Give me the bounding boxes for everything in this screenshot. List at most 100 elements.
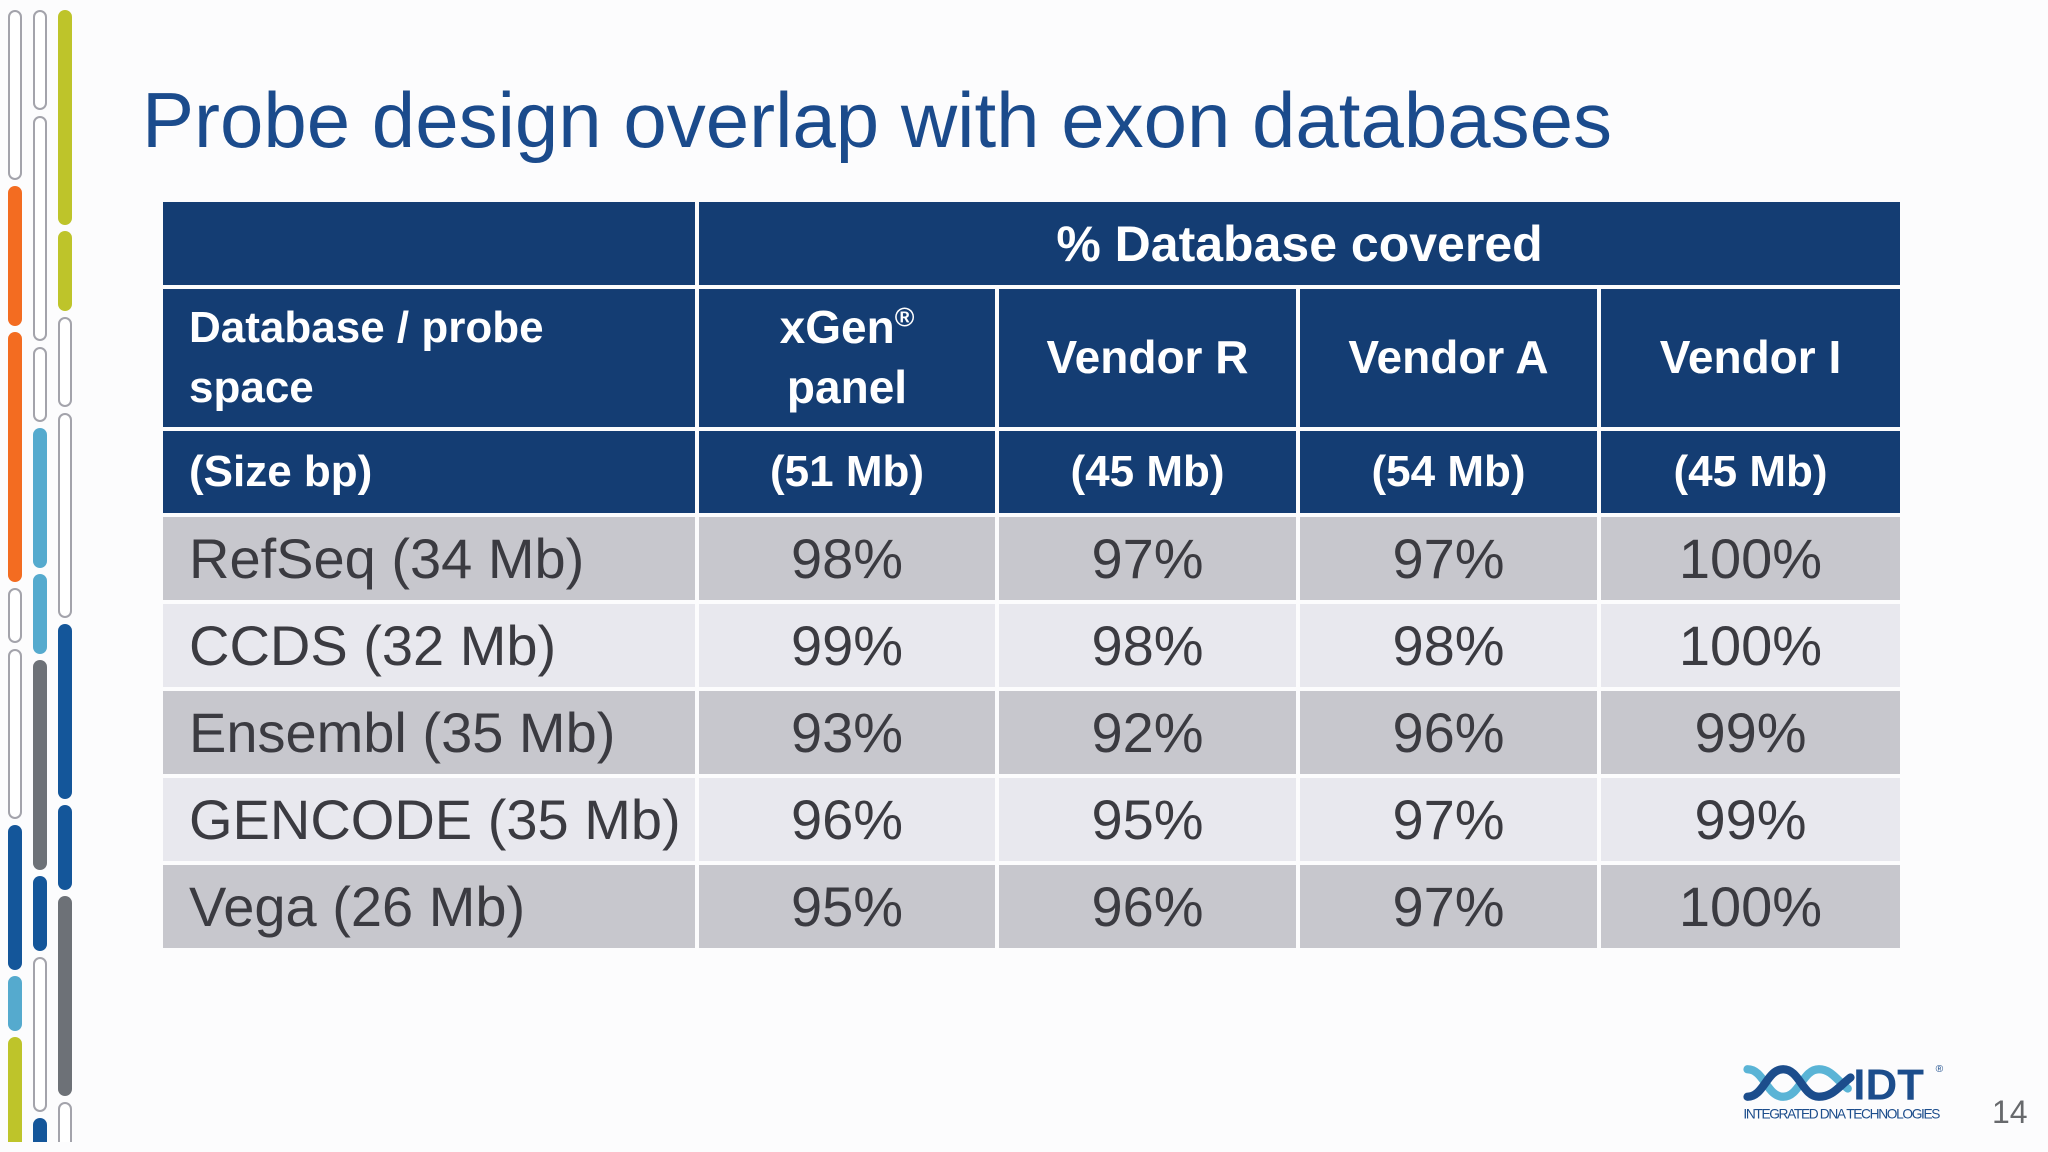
value: 96% bbox=[1392, 701, 1505, 764]
chromosome-segment bbox=[8, 588, 22, 643]
size-cell-vendor-a: (54 Mb) bbox=[1300, 431, 1597, 513]
ensembl-xgen-value: 93% bbox=[699, 691, 995, 774]
row-header-cell: Database / probe space bbox=[163, 289, 695, 427]
ensembl-vendor-r-value: 92% bbox=[999, 691, 1296, 774]
chromosome-segment bbox=[58, 317, 72, 407]
size-vendor-i: (45 Mb) bbox=[1673, 447, 1828, 496]
page-number: 14 bbox=[1992, 1094, 2028, 1130]
xgen-name: xGen bbox=[779, 301, 895, 354]
chromosome-ideogram bbox=[8, 10, 72, 1142]
value: 99% bbox=[1694, 701, 1807, 764]
chromosome-segment bbox=[8, 976, 22, 1031]
ccds-vendor-i-value: 100% bbox=[1601, 604, 1900, 687]
size-cell-vendor-r: (45 Mb) bbox=[999, 431, 1296, 513]
ccds-xgen-value: 99% bbox=[699, 604, 995, 687]
vega-vendor-i-value: 100% bbox=[1601, 865, 1900, 948]
chromosome-segment bbox=[58, 10, 72, 225]
value: 97% bbox=[1392, 875, 1505, 938]
idt-registered-mark: ® bbox=[1936, 1064, 1944, 1075]
xgen-label-line1: xGen® bbox=[780, 298, 915, 358]
chromosome-segment bbox=[33, 116, 47, 341]
value: 97% bbox=[1392, 527, 1505, 590]
row-label-vega: Vega (26 Mb) bbox=[163, 865, 695, 948]
gencode-xgen-value: 96% bbox=[699, 778, 995, 861]
value: 98% bbox=[1091, 614, 1204, 677]
coverage-table: % Database covered Database / probe spac… bbox=[163, 202, 1900, 948]
size-vendor-a: (54 Mb) bbox=[1371, 447, 1526, 496]
refseq-vendor-i-value: 100% bbox=[1601, 517, 1900, 600]
row-label-ensembl: Ensembl (35 Mb) bbox=[163, 691, 695, 774]
ensembl-label: Ensembl (35 Mb) bbox=[189, 701, 616, 764]
vega-vendor-a-value: 97% bbox=[1300, 865, 1597, 948]
chromosome-segment bbox=[58, 624, 72, 799]
refseq-label: RefSeq (34 Mb) bbox=[189, 527, 585, 590]
row-label-refseq: RefSeq (34 Mb) bbox=[163, 517, 695, 600]
row-label-gencode: GENCODE (35 Mb) bbox=[163, 778, 695, 861]
value: 97% bbox=[1091, 527, 1204, 590]
value: 99% bbox=[1694, 788, 1807, 851]
dna-helix-icon bbox=[1743, 1065, 1855, 1101]
idt-tagline: INTEGRATED DNA TECHNOLOGIES bbox=[1743, 1107, 1941, 1122]
column-header-vendor-r: Vendor R bbox=[999, 289, 1296, 427]
chromosome-segment bbox=[33, 347, 47, 422]
xgen-label-line2: panel bbox=[786, 361, 908, 413]
value: 100% bbox=[1678, 614, 1823, 677]
table-corner-cell bbox=[163, 202, 695, 285]
size-xgen: (51 Mb) bbox=[770, 447, 924, 496]
chromosome-segment bbox=[33, 660, 47, 870]
gencode-vendor-a-value: 97% bbox=[1300, 778, 1597, 861]
value: 99% bbox=[790, 614, 904, 677]
chromosome-segment bbox=[8, 825, 22, 970]
value: 95% bbox=[790, 875, 904, 938]
refseq-xgen-value: 98% bbox=[699, 517, 995, 600]
refseq-vendor-r-value: 97% bbox=[999, 517, 1296, 600]
value: 98% bbox=[1392, 614, 1505, 677]
vendor-a-label: Vendor A bbox=[1348, 331, 1549, 384]
size-cell-xgen: (51 Mb) bbox=[699, 431, 995, 513]
chromosome-segment bbox=[58, 1102, 72, 1142]
chromosome-segment bbox=[8, 186, 22, 326]
chromosome-segment bbox=[33, 876, 47, 951]
value: 100% bbox=[1678, 527, 1823, 590]
chromosome-segment bbox=[58, 231, 72, 311]
row-header-label: Database / probe space bbox=[189, 303, 544, 412]
ccds-vendor-a-value: 98% bbox=[1300, 604, 1597, 687]
chromosome-segment bbox=[33, 10, 47, 110]
vega-xgen-value: 95% bbox=[699, 865, 995, 948]
value: 97% bbox=[1392, 788, 1505, 851]
chromosome-segment bbox=[33, 957, 47, 1112]
idt-logo-text: IDT bbox=[1853, 1060, 1924, 1109]
vendor-i-label: Vendor I bbox=[1659, 331, 1842, 384]
group-header-cell: % Database covered bbox=[699, 202, 1900, 285]
chromosome-segment bbox=[58, 896, 72, 1096]
value: 96% bbox=[1091, 875, 1204, 938]
column-header-vendor-i: Vendor I bbox=[1601, 289, 1900, 427]
value: 100% bbox=[1678, 875, 1823, 938]
size-vendor-r: (45 Mb) bbox=[1070, 447, 1225, 496]
gencode-vendor-i-value: 99% bbox=[1601, 778, 1900, 861]
chromosome-segment bbox=[8, 332, 22, 582]
ccds-label: CCDS (32 Mb) bbox=[189, 614, 557, 677]
size-cell-vendor-i: (45 Mb) bbox=[1601, 431, 1900, 513]
chromosome-segment bbox=[58, 413, 72, 618]
refseq-vendor-a-value: 97% bbox=[1300, 517, 1597, 600]
chromosome-segment bbox=[58, 805, 72, 890]
value: 93% bbox=[790, 701, 904, 764]
chromosome-segment bbox=[8, 1037, 22, 1142]
chromosome-segment bbox=[8, 649, 22, 819]
column-header-vendor-a: Vendor A bbox=[1300, 289, 1597, 427]
size-row-label: (Size bp) bbox=[189, 447, 373, 496]
chromosome-segment bbox=[33, 574, 47, 654]
vega-vendor-r-value: 96% bbox=[999, 865, 1296, 948]
idt-logo: IDT ® INTEGRATED DNA TECHNOLOGIES bbox=[1743, 1060, 1944, 1122]
chromosome-strip bbox=[33, 10, 47, 1142]
vendor-r-label: Vendor R bbox=[1046, 331, 1249, 384]
chromosome-segment bbox=[8, 10, 22, 180]
ccds-vendor-r-value: 98% bbox=[999, 604, 1296, 687]
column-header-xgen-panel: xGen® panel bbox=[699, 289, 995, 427]
registered-mark: ® bbox=[894, 302, 915, 333]
chromosome-segment bbox=[33, 428, 47, 568]
chromosome-strip bbox=[58, 10, 72, 1142]
size-row-label-cell: (Size bp) bbox=[163, 431, 695, 513]
gencode-label: GENCODE (35 Mb) bbox=[189, 788, 681, 851]
